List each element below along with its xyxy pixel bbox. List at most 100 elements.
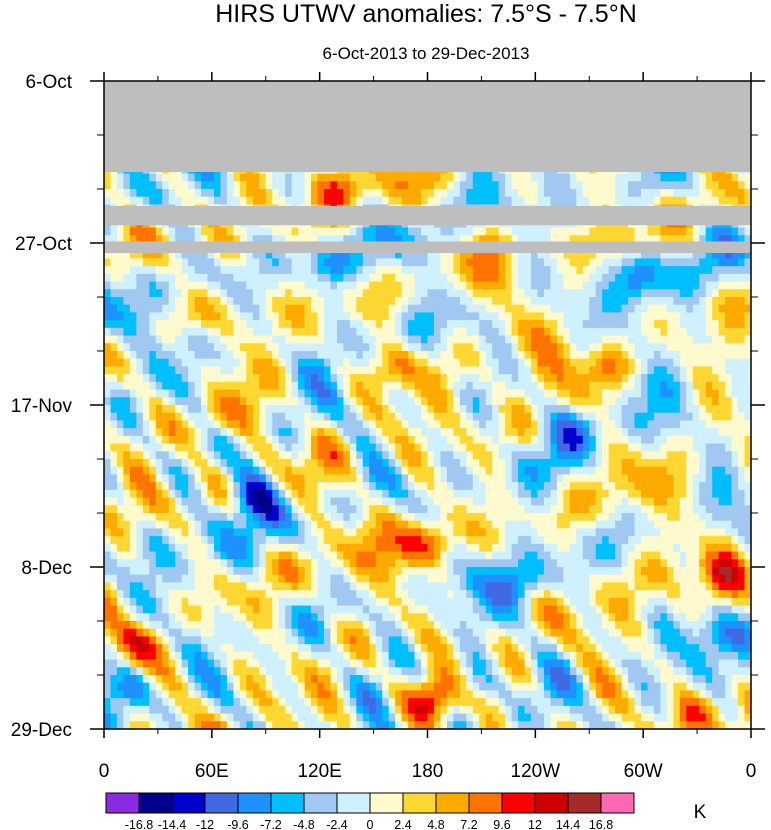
field-cell xyxy=(414,181,422,190)
field-cell xyxy=(647,189,655,198)
field-cell xyxy=(414,250,422,260)
field-cell xyxy=(181,420,189,429)
field-cell xyxy=(252,173,260,182)
field-cell xyxy=(563,173,571,182)
field-cell xyxy=(129,405,137,414)
field-cell xyxy=(252,266,260,275)
field-cell xyxy=(207,412,215,422)
field-cell xyxy=(142,258,150,267)
field-cell xyxy=(628,459,636,468)
field-cell xyxy=(608,258,616,267)
field-cell xyxy=(647,428,655,437)
field-cell xyxy=(511,343,519,352)
field-cell xyxy=(666,297,674,306)
field-cell xyxy=(142,351,150,360)
field-cell xyxy=(602,289,610,298)
field-cell xyxy=(459,327,467,337)
field-cell xyxy=(582,235,590,244)
field-cell xyxy=(692,266,700,275)
field-cell xyxy=(311,428,319,437)
field-cell xyxy=(621,227,629,236)
field-cell xyxy=(421,297,429,306)
field-cell xyxy=(129,327,137,337)
field-cell xyxy=(155,327,163,337)
field-cell xyxy=(349,405,357,414)
field-cell xyxy=(259,289,267,298)
field-cell xyxy=(427,196,435,206)
field-cell xyxy=(336,428,344,437)
field-cell xyxy=(162,366,170,375)
field-cell xyxy=(401,412,409,422)
field-cell xyxy=(162,196,170,206)
field-cell xyxy=(401,443,409,452)
field-cell xyxy=(136,443,144,452)
field-cell xyxy=(362,381,370,391)
field-cell xyxy=(382,312,390,321)
field-cell xyxy=(634,389,642,398)
field-cell xyxy=(110,374,118,383)
field-cell xyxy=(738,304,746,314)
field-cell xyxy=(142,289,150,298)
field-cell xyxy=(181,289,189,298)
field-cell xyxy=(142,273,150,283)
field-cell xyxy=(498,343,506,352)
field-cell xyxy=(207,428,215,437)
field-cell xyxy=(110,227,118,236)
field-cell xyxy=(453,189,461,198)
field-cell xyxy=(213,397,222,406)
field-cell xyxy=(563,266,571,275)
field-cell xyxy=(155,381,163,391)
field-cell xyxy=(569,381,577,391)
field-cell xyxy=(589,428,597,437)
field-cell xyxy=(168,289,176,298)
field-cell xyxy=(615,351,623,360)
field-cell xyxy=(388,320,396,329)
field-cell xyxy=(175,443,183,452)
field-cell xyxy=(220,351,228,360)
field-cell xyxy=(168,266,176,275)
field-cell xyxy=(136,173,144,182)
field-cell xyxy=(459,397,467,406)
field-cell xyxy=(317,250,325,260)
field-cell xyxy=(498,397,506,406)
field-cell xyxy=(233,389,241,398)
field-cell xyxy=(699,389,707,398)
field-cell xyxy=(207,451,215,460)
field-cell xyxy=(162,273,170,283)
field-cell xyxy=(246,327,254,337)
field-cell xyxy=(718,366,726,375)
field-cell xyxy=(666,235,674,244)
field-cell xyxy=(343,381,351,391)
field-cell xyxy=(246,335,254,344)
field-cell xyxy=(543,250,552,260)
field-cell xyxy=(226,366,234,375)
field-cell xyxy=(291,397,299,406)
field-cell xyxy=(550,227,558,236)
field-cell xyxy=(660,327,668,337)
field-cell xyxy=(718,335,726,344)
field-cell xyxy=(712,312,720,321)
field-cell xyxy=(162,189,170,198)
field-cell xyxy=(168,173,176,182)
field-cell xyxy=(595,381,603,391)
field-cell xyxy=(569,173,577,182)
field-cell xyxy=(369,181,377,190)
field-cell xyxy=(104,320,112,329)
field-cell xyxy=(362,181,370,190)
field-cell xyxy=(149,250,157,260)
field-cell xyxy=(188,289,196,298)
field-cell xyxy=(647,173,655,182)
field-cell xyxy=(582,281,590,290)
field-cell xyxy=(168,335,176,344)
field-cell xyxy=(647,266,655,275)
field-cell xyxy=(285,397,293,406)
field-cell xyxy=(142,227,150,236)
field-cell xyxy=(634,335,642,344)
field-cell xyxy=(272,420,280,429)
field-cell xyxy=(110,459,118,468)
field-cell xyxy=(602,327,610,337)
field-cell xyxy=(226,435,234,445)
field-cell xyxy=(375,420,383,429)
field-cell xyxy=(641,451,649,460)
field-cell xyxy=(485,374,493,383)
